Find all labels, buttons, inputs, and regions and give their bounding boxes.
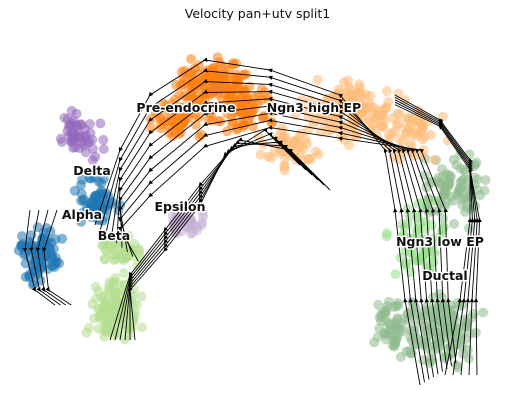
cell-point xyxy=(378,122,388,132)
cell-point xyxy=(72,109,82,119)
cell-point xyxy=(419,132,429,142)
cell-point xyxy=(210,72,220,82)
cell-point xyxy=(97,309,107,319)
cell-point xyxy=(384,318,394,328)
cell-point xyxy=(313,75,323,85)
cell-point xyxy=(137,291,147,301)
cell-point xyxy=(33,222,43,232)
cell-point xyxy=(475,190,485,200)
cell-point xyxy=(87,135,97,145)
cell-point xyxy=(311,147,321,157)
cell-point xyxy=(70,186,80,196)
cell-point xyxy=(137,322,147,332)
cell-point xyxy=(113,279,123,289)
cell-point xyxy=(279,162,289,172)
streamline xyxy=(115,143,324,340)
cell-point xyxy=(98,135,108,145)
cell-point xyxy=(186,54,196,64)
cluster-label-ductal: Ductal xyxy=(422,268,467,283)
cell-point xyxy=(343,76,353,86)
cell-point xyxy=(113,250,123,260)
cell-point xyxy=(96,292,106,302)
cell-point xyxy=(119,268,129,278)
cell-point xyxy=(56,134,66,144)
cell-point xyxy=(102,327,112,337)
cell-point xyxy=(57,234,67,244)
cell-point xyxy=(361,106,371,116)
cell-point xyxy=(47,261,57,271)
cell-point xyxy=(95,118,105,128)
cell-point xyxy=(200,67,210,77)
cell-point xyxy=(354,79,364,89)
cell-point xyxy=(204,115,214,125)
cell-point xyxy=(187,221,197,231)
cell-point xyxy=(452,360,462,370)
cell-point xyxy=(405,212,415,222)
cell-point xyxy=(384,130,394,140)
cell-point xyxy=(263,152,273,162)
cell-point xyxy=(471,158,481,168)
cell-point xyxy=(382,86,392,96)
cell-point xyxy=(429,155,439,165)
cluster-label-alpha: Alpha xyxy=(62,207,102,222)
cluster-label-pre-endocrine: Pre-endocrine xyxy=(136,100,235,115)
cell-point xyxy=(394,327,404,337)
cell-point xyxy=(66,120,76,130)
cell-point xyxy=(395,134,405,144)
cell-point xyxy=(267,117,277,127)
cell-point xyxy=(99,144,109,154)
cell-point xyxy=(462,321,472,331)
cell-point xyxy=(390,339,400,349)
cell-point xyxy=(355,88,365,98)
cell-point xyxy=(100,254,110,264)
cell-point xyxy=(374,106,384,116)
cell-point xyxy=(383,97,393,107)
cell-point xyxy=(449,219,459,229)
cell-point xyxy=(132,300,142,310)
cell-point xyxy=(70,130,80,140)
cell-point xyxy=(221,72,231,82)
cell-point xyxy=(471,328,481,338)
cell-point xyxy=(393,298,403,308)
cluster-label-beta: Beta xyxy=(98,228,130,243)
cell-point xyxy=(446,173,456,183)
cell-point xyxy=(391,269,401,279)
cell-point xyxy=(437,293,447,303)
cell-point xyxy=(382,231,392,241)
cell-point xyxy=(76,120,86,130)
cell-point xyxy=(421,217,431,227)
cell-point xyxy=(478,308,488,318)
cell-point xyxy=(70,142,80,152)
cluster-label-ngn3-high-ep: Ngn3 high EP xyxy=(267,100,361,115)
cell-point xyxy=(88,144,98,154)
cell-point xyxy=(233,77,243,87)
cell-point xyxy=(100,301,110,311)
cluster-label-delta: Delta xyxy=(73,163,111,178)
cell-point xyxy=(396,352,406,362)
cell-point xyxy=(392,120,402,130)
cluster-label-ngn3-low-ep: Ngn3 low EP xyxy=(396,234,484,249)
cell-point xyxy=(468,309,478,319)
cell-point xyxy=(394,109,404,119)
cell-point xyxy=(84,323,94,333)
cell-point xyxy=(99,193,109,203)
cluster-label-epsilon: Epsilon xyxy=(155,199,206,214)
cell-point xyxy=(437,164,447,174)
cell-point xyxy=(455,331,465,341)
streamline xyxy=(110,140,330,340)
cell-point xyxy=(439,190,449,200)
